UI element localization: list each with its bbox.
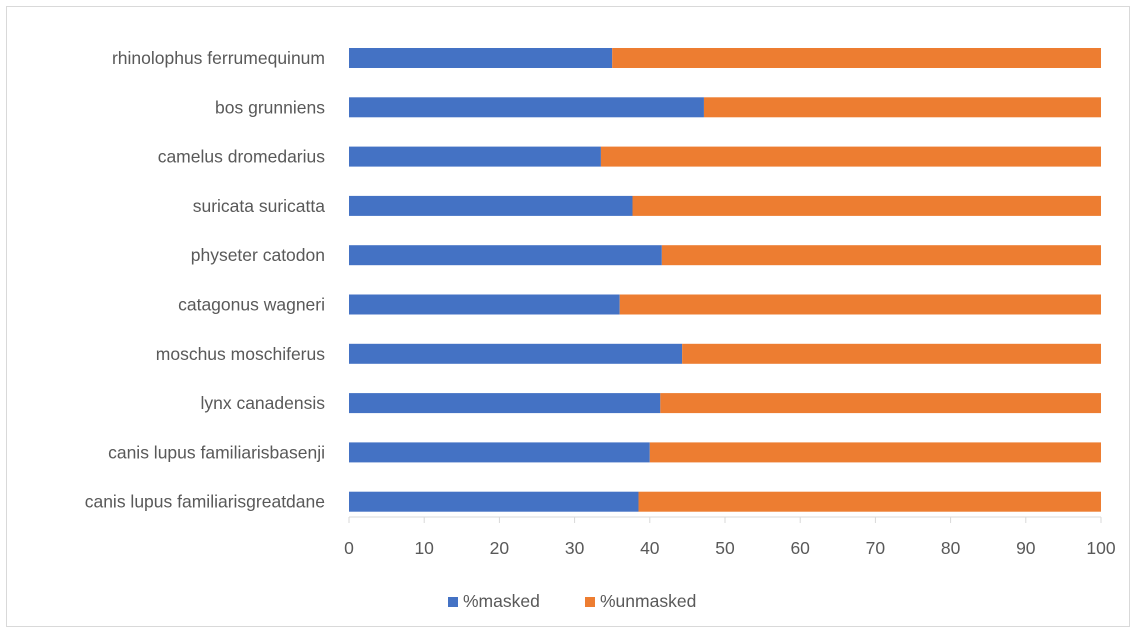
bar-masked-7 [349,393,661,414]
bars-layer [349,48,1101,512]
x-axis: 0 10 20 30 40 50 60 70 80 90 100 [344,516,1116,558]
bar-masked-4 [349,245,662,266]
bar-masked-2 [349,146,601,167]
bar-unmasked-1 [703,97,1101,118]
bar-unmasked-3 [632,195,1101,216]
bar-masked-5 [349,294,620,315]
category-label-4: physeter catodon [191,245,325,265]
x-tick-label-0: 0 [344,538,354,558]
category-label-6: moschus moschiferus [156,344,325,364]
legend-label-unmasked: %unmasked [600,591,696,611]
x-tick-label-9: 90 [1016,538,1036,558]
bar-unmasked-8 [649,442,1101,463]
x-tick-label-1: 10 [414,538,434,558]
bar-masked-9 [349,491,639,512]
x-tick-label-5: 50 [715,538,735,558]
category-label-7: lynx canadensis [200,393,325,413]
x-tick-label-8: 80 [941,538,961,558]
bar-masked-0 [349,48,613,68]
category-label-1: bos grunniens [215,97,325,117]
bar-unmasked-9 [638,491,1101,512]
bar-masked-3 [349,195,633,216]
x-tick-label-6: 60 [790,538,810,558]
bar-masked-1 [349,97,704,118]
stacked-bar-chart: 0 10 20 30 40 50 60 70 80 90 100 rhinolophus ferru… [85,48,1116,611]
bar-masked-8 [349,442,650,463]
legend: %masked %unmasked [448,591,696,611]
category-label-9: canis lupus familiarisgreatdane [85,492,325,512]
x-tick-label-4: 40 [640,538,660,558]
category-axis: rhinolophus ferrumequinum bos grunniens ca… [85,48,326,512]
legend-swatch-masked [448,597,458,607]
x-tick-label-7: 70 [866,538,886,558]
bar-unmasked-0 [612,48,1101,68]
category-label-0: rhinolophus ferrumequinum [112,48,325,68]
x-tick-label-2: 20 [490,538,510,558]
bar-unmasked-5 [619,294,1101,315]
category-label-3: suricata suricatta [193,196,326,216]
chart-frame: 0 10 20 30 40 50 60 70 80 90 100 rhinolophus ferru… [6,6,1130,627]
x-tick-label-10: 100 [1086,538,1115,558]
legend-label-masked: %masked [463,591,540,611]
category-label-8: canis lupus familiarisbasenji [108,442,325,462]
bar-unmasked-6 [682,343,1101,364]
bar-unmasked-4 [661,245,1101,266]
bar-unmasked-7 [660,393,1101,414]
x-tick-label-3: 30 [565,538,585,558]
bar-unmasked-2 [600,146,1101,167]
legend-swatch-unmasked [585,597,595,607]
category-label-2: camelus dromedarius [158,147,326,167]
bar-masked-6 [349,343,683,364]
category-label-5: catagonus wagneri [178,295,325,315]
